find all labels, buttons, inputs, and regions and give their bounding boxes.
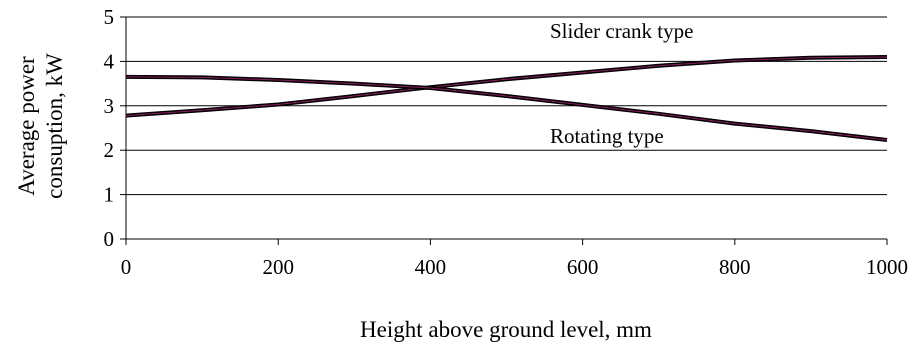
annotation-rotating-type: Rotating type <box>550 124 664 148</box>
y-axis-label-line-2: consuption, kW <box>42 53 67 199</box>
series-line-slider-crank-type <box>125 55 888 118</box>
tick-labels: 0 1 2 3 4 5 0 200 400 600 800 1000 <box>104 5 909 279</box>
y-tick-label-1: 1 <box>104 183 115 207</box>
y-tick-label-0: 0 <box>104 227 115 251</box>
y-tick-label-4: 4 <box>104 49 115 73</box>
y-tick-label-5: 5 <box>104 5 115 29</box>
series-line-highlight-slider-crank-type <box>125 56 888 117</box>
series-line-highlight-rotating-type <box>125 76 888 141</box>
x-tick-label-1000: 1000 <box>866 255 908 279</box>
y-tick-label-3: 3 <box>104 94 115 118</box>
axes <box>120 16 888 245</box>
y-tick-label-2: 2 <box>104 138 115 162</box>
x-tick-label-800: 800 <box>719 255 751 279</box>
x-axis-label: Height above ground level, mm <box>360 317 652 342</box>
x-tick-label-200: 200 <box>262 255 294 279</box>
x-tick-label-0: 0 <box>121 255 132 279</box>
x-tick-label-400: 400 <box>415 255 447 279</box>
y-axis-label-group: Average power consuption, kW <box>14 53 67 199</box>
series-lines <box>125 55 888 142</box>
y-axis-label-line-1: Average power <box>14 56 39 196</box>
annotation-slider-crank-type: Slider crank type <box>550 19 693 43</box>
x-tick-label-600: 600 <box>567 255 599 279</box>
